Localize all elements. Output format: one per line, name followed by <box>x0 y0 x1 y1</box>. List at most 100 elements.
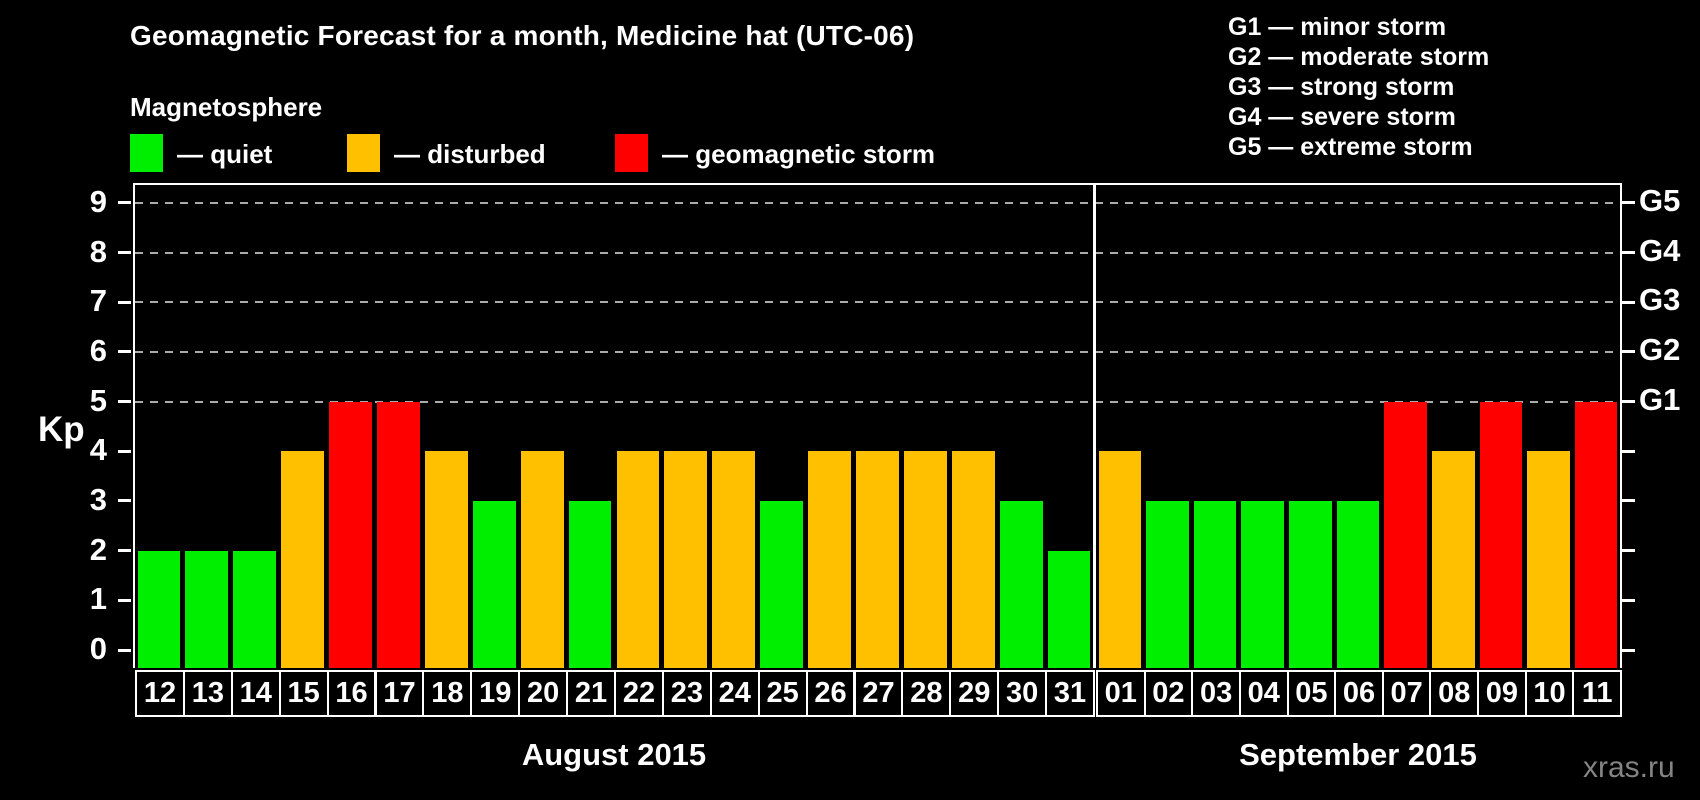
kp-bar-august-13 <box>185 550 229 668</box>
kp-bar-august-12 <box>137 550 181 668</box>
kp-bar-august-23 <box>664 451 708 668</box>
g-level-label-g2: G2 <box>1639 331 1681 367</box>
kp-bar-august-14 <box>233 550 277 668</box>
day-cell-09: 09 <box>1477 670 1527 717</box>
g-legend-line-g5: G5 — extreme storm <box>1228 133 1473 161</box>
right-axis-tick <box>1622 598 1635 602</box>
y-tick-label-6: 6 <box>89 332 107 368</box>
gridline-kp7 <box>135 301 1620 304</box>
day-cell-28: 28 <box>901 670 952 717</box>
kp-bar-august-19 <box>472 501 516 668</box>
month-divider <box>1093 185 1096 668</box>
kp-bar-august-17 <box>377 401 420 668</box>
right-axis-tick <box>1622 350 1635 354</box>
day-cell-23: 23 <box>661 670 712 717</box>
day-cell-30: 30 <box>997 670 1048 717</box>
kp-bar-september-02 <box>1146 501 1189 668</box>
y-tick-label-8: 8 <box>89 233 107 269</box>
day-cell-19: 19 <box>470 670 521 717</box>
kp-bar-august-29 <box>951 451 995 668</box>
kp-bar-august-24 <box>712 451 756 668</box>
kp-bar-september-05 <box>1289 501 1332 668</box>
y-axis-tick <box>118 400 131 404</box>
kp-bar-august-20 <box>520 451 564 668</box>
month-label-august: August 2015 <box>521 737 707 772</box>
day-cell-06: 06 <box>1334 670 1384 717</box>
y-axis-tick <box>118 598 131 602</box>
y-tick-label-7: 7 <box>89 283 107 319</box>
day-cell-11: 11 <box>1572 670 1622 717</box>
day-cell-08: 08 <box>1429 670 1480 717</box>
storm-color-swatch <box>615 134 648 172</box>
magnetosphere-legend-heading: Magnetosphere <box>130 92 323 122</box>
right-axis-tick <box>1622 400 1635 404</box>
y-axis-tick <box>118 449 131 453</box>
g-level-label-g3: G3 <box>1639 282 1681 318</box>
y-tick-label-0: 0 <box>89 631 107 666</box>
y-axis-tick <box>118 499 131 503</box>
day-cell-20: 20 <box>518 670 569 717</box>
day-cell-27: 27 <box>853 670 904 717</box>
kp-bar-september-04 <box>1241 501 1285 668</box>
day-cell-12: 12 <box>135 670 185 717</box>
g-level-label-g5: G5 <box>1639 182 1681 218</box>
kp-bar-august-18 <box>424 451 468 668</box>
day-cell-31: 31 <box>1045 670 1095 717</box>
y-axis-tick <box>118 648 131 652</box>
right-axis-tick <box>1622 251 1635 255</box>
kp-bar-august-26 <box>808 451 851 668</box>
day-cell-07: 07 <box>1381 670 1432 717</box>
day-cell-18: 18 <box>422 670 473 717</box>
day-cell-13: 13 <box>182 670 233 717</box>
day-cell-22: 22 <box>614 670 664 717</box>
right-axis-tick <box>1622 300 1635 304</box>
y-axis-tick <box>118 300 131 304</box>
kp-bar-september-09 <box>1479 401 1523 668</box>
day-cell-17: 17 <box>374 670 425 717</box>
y-axis-tick <box>118 251 131 255</box>
day-cell-05: 05 <box>1286 670 1337 717</box>
chart-plot-area: 0 1 2 3 4 5 6 7 8 9 G1 G2 G3 G4 G5 <box>90 183 1680 668</box>
day-axis-row: 12 13 14 15 16 17 18 19 20 21 22 23 24 25 26 27 28 29 30 31… <box>135 670 1624 718</box>
gridline-kp9 <box>135 201 1620 204</box>
kp-bar-september-10 <box>1527 451 1570 668</box>
day-cell-04: 04 <box>1238 670 1289 717</box>
y-axis-tick <box>118 549 131 553</box>
kp-bar-august-22 <box>616 451 660 668</box>
quiet-color-swatch <box>130 134 163 172</box>
month-label-september: September 2015 <box>1239 737 1477 772</box>
y-axis-tick <box>118 201 131 205</box>
kp-bar-september-07 <box>1384 401 1427 668</box>
day-cell-24: 24 <box>709 670 760 717</box>
gridline-kp8 <box>135 251 1620 254</box>
g-legend-line-g3: G3 — strong storm <box>1228 73 1455 101</box>
right-axis-tick <box>1622 499 1635 503</box>
kp-bar-september-08 <box>1431 451 1475 668</box>
day-cell-21: 21 <box>566 670 616 717</box>
right-axis-tick <box>1622 549 1635 553</box>
storm-legend-label: — geomagnetic storm <box>662 139 936 169</box>
g-legend-line-g4: G4 — severe storm <box>1228 103 1456 131</box>
y-tick-label-4: 4 <box>89 432 107 468</box>
quiet-legend-label: — quiet <box>177 139 273 169</box>
y-tick-label-3: 3 <box>89 481 107 517</box>
kp-bar-september-06 <box>1336 501 1380 668</box>
kp-bar-august-31 <box>1047 550 1091 668</box>
kp-bar-september-11 <box>1574 401 1618 668</box>
watermark: xras.ru <box>1583 751 1675 784</box>
day-cell-16: 16 <box>326 670 377 717</box>
y-tick-label-2: 2 <box>89 531 107 567</box>
day-cell-15: 15 <box>278 670 329 717</box>
day-cell-25: 25 <box>757 670 808 717</box>
gridline-kp6 <box>135 350 1620 353</box>
g-legend-line-g1: G1 — minor storm <box>1228 13 1447 41</box>
kp-bar-september-03 <box>1193 501 1237 668</box>
kp-axis-label: Kp <box>38 410 85 449</box>
gridline-kp5 <box>135 400 1620 403</box>
kp-bar-august-28 <box>903 451 947 668</box>
kp-bar-august-25 <box>760 501 804 668</box>
y-tick-label-5: 5 <box>89 382 107 418</box>
right-axis-tick <box>1622 449 1635 453</box>
day-cell-03: 03 <box>1191 670 1241 717</box>
day-cell-29: 29 <box>949 670 1000 717</box>
